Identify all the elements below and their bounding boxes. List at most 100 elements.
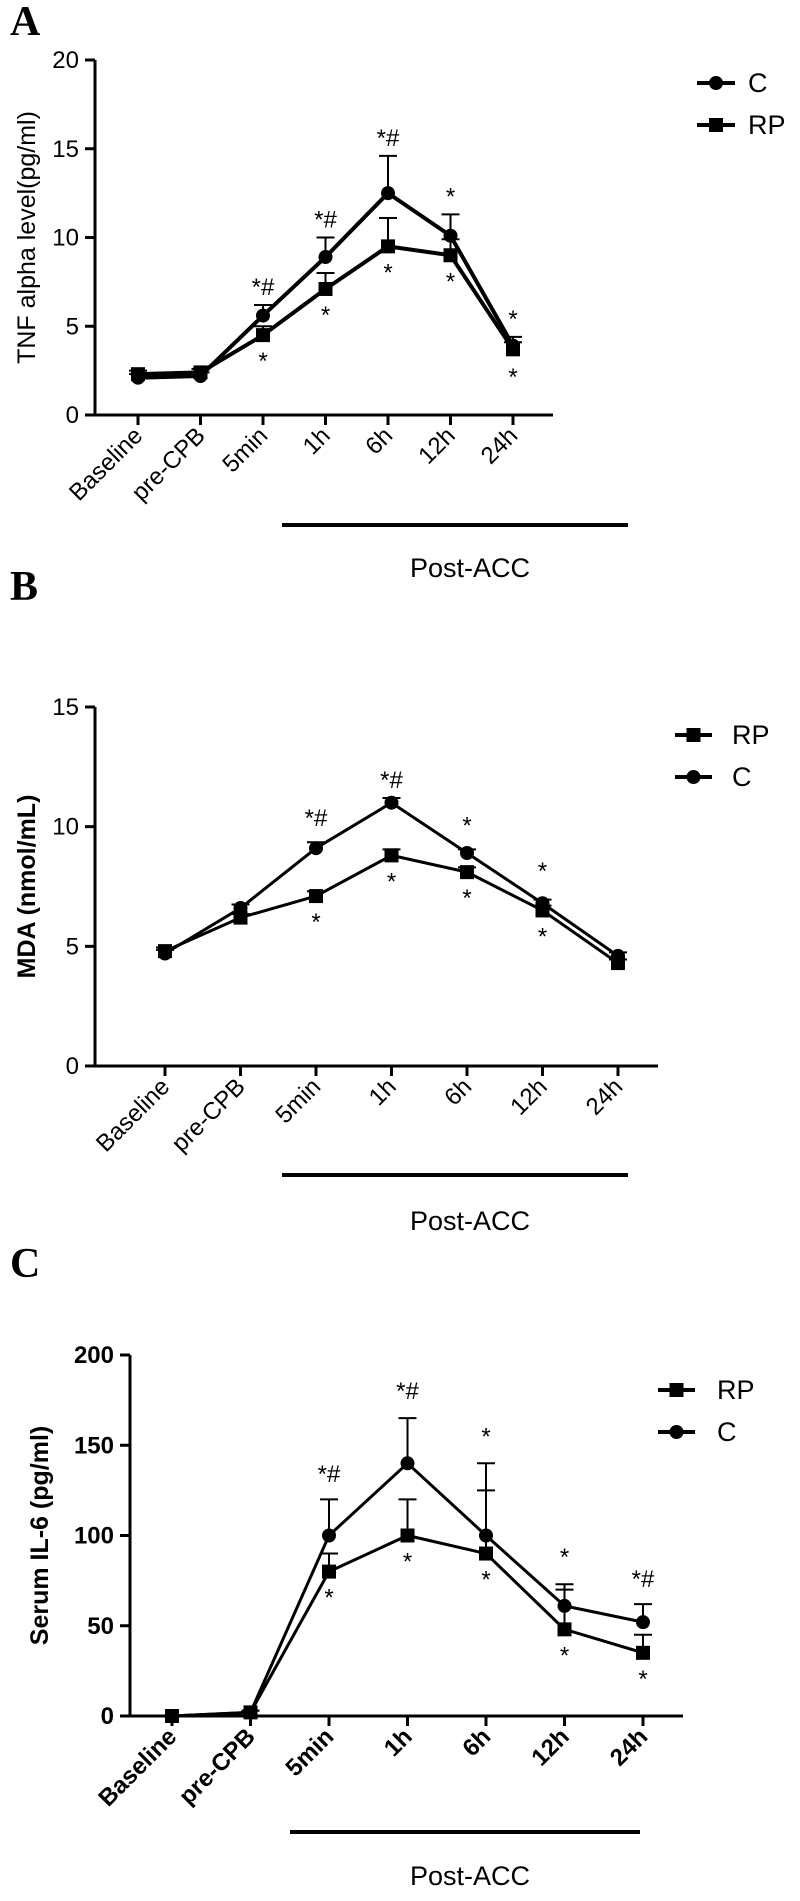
data-point-circle	[256, 308, 270, 323]
x-tick-label: 1h	[379, 1723, 418, 1762]
y-tick-label: 20	[52, 47, 79, 74]
x-tick-label: 24h	[605, 1723, 653, 1771]
significance-label: *#	[252, 274, 275, 301]
significance-label: *	[508, 306, 517, 333]
data-point-square	[460, 865, 474, 880]
data-point-square	[384, 848, 399, 863]
significance-label: *	[324, 1585, 333, 1612]
data-point-square	[443, 248, 458, 263]
post-acc-label: Post-ACC	[410, 553, 530, 583]
significance-label: *	[383, 259, 392, 286]
x-tick-label: 24h	[581, 1073, 628, 1120]
y-tick-label: 15	[52, 694, 79, 721]
y-tick-label: 5	[66, 313, 79, 340]
legend-marker-square	[669, 1383, 684, 1397]
series-c	[156, 795, 627, 963]
series-rp	[165, 1489, 652, 1723]
x-tick-label: 5min	[270, 1073, 326, 1129]
y-tick-label: 0	[66, 1053, 79, 1080]
data-point-square	[318, 281, 333, 296]
legend-label: C	[748, 68, 768, 98]
legend-marker-square	[686, 728, 701, 742]
data-point-circle	[243, 1705, 258, 1720]
panel-c: C 0 50 100 150 200 Serum IL-6 (pg/ml) Baseline…	[10, 1241, 755, 1891]
x-tick-label: 12h	[526, 1723, 574, 1771]
panel-letter-b: B	[10, 564, 38, 610]
significance-label: *	[387, 868, 396, 895]
significance-label: *	[560, 1544, 569, 1571]
significance-label: *#	[314, 207, 337, 234]
data-point-circle	[384, 795, 399, 810]
y-tick-label: 150	[74, 1432, 114, 1459]
legend-item-c: C	[675, 762, 752, 792]
y-tick-label: 200	[74, 1342, 114, 1369]
data-point-square	[256, 328, 270, 343]
x-tick-label: pre-CPB	[167, 1073, 251, 1157]
data-point-square	[131, 367, 145, 382]
significance-label: *	[446, 268, 455, 295]
y-tick-label: 100	[74, 1523, 114, 1550]
x-tick-label: 5min	[217, 422, 273, 478]
data-point-square	[309, 889, 323, 904]
legend-item-rp: RP	[658, 1375, 755, 1405]
significance-label: *	[638, 1666, 647, 1693]
data-point-circle	[611, 948, 625, 963]
x-tick-label: 12h	[505, 1073, 552, 1120]
x-tick-label: 1h	[298, 422, 336, 460]
data-point-circle	[158, 946, 172, 961]
y-axis-title: MDA (nmol/mL)	[13, 795, 41, 979]
significance-label: *	[538, 923, 547, 950]
significance-label: *#	[396, 1378, 419, 1405]
significance-label: *#	[318, 1461, 341, 1488]
legend-label: C	[717, 1417, 737, 1447]
x-tick-label: 24h	[476, 422, 523, 469]
significance-label: *#	[380, 767, 403, 794]
series-rp	[156, 848, 627, 971]
legend-label: C	[732, 762, 752, 792]
legend-item-c: C	[658, 1417, 737, 1447]
significance-label: *	[481, 1567, 490, 1594]
legend-marker-square	[709, 118, 723, 132]
significance-label: *	[462, 885, 471, 912]
significance-label: *#	[377, 125, 400, 152]
significance-label: *	[538, 858, 547, 885]
data-point-circle	[479, 1528, 493, 1543]
significance-label: *	[481, 1423, 490, 1450]
y-axis-title: Serum IL-6 (pg/ml)	[26, 1426, 54, 1645]
x-tick-label: 5min	[281, 1723, 340, 1782]
data-point-circle	[165, 1709, 179, 1723]
data-point-circle	[381, 186, 395, 201]
legend-item-rp: RP	[675, 720, 770, 750]
y-axis-title: TNF alpha level(pg/ml)	[13, 111, 41, 364]
data-point-square	[479, 1546, 493, 1561]
legend-label: RP	[732, 720, 770, 750]
panel-letter-c: C	[10, 1241, 40, 1287]
y-tick-label: 10	[52, 814, 79, 841]
legend-item-rp: RP	[697, 110, 786, 140]
y-tick-label: 50	[87, 1613, 114, 1640]
significance-label: *	[403, 1549, 412, 1576]
significance-label: *	[508, 364, 517, 391]
significance-label: *	[321, 302, 330, 329]
y-tick-label: 10	[52, 225, 79, 252]
data-point-circle	[318, 250, 333, 265]
x-tick-label: 12h	[413, 422, 460, 469]
panel-letter-a: A	[10, 0, 41, 45]
data-point-circle	[400, 1456, 415, 1471]
data-point-circle	[535, 896, 550, 911]
significance-label: *#	[305, 805, 328, 832]
post-acc-label: Post-ACC	[410, 1861, 530, 1891]
x-tick-label: 1h	[364, 1073, 402, 1111]
data-point-circle	[309, 841, 323, 856]
y-tick-label: 0	[66, 402, 79, 429]
legend-marker-circle	[686, 770, 701, 784]
y-tick-label: 0	[101, 1703, 114, 1730]
y-tick-label: 15	[52, 136, 79, 163]
data-point-square	[557, 1622, 572, 1637]
significance-label: *#	[632, 1566, 655, 1593]
data-point-square	[322, 1564, 336, 1579]
y-tick-label: 5	[66, 933, 79, 960]
significance-label: *	[462, 812, 471, 839]
